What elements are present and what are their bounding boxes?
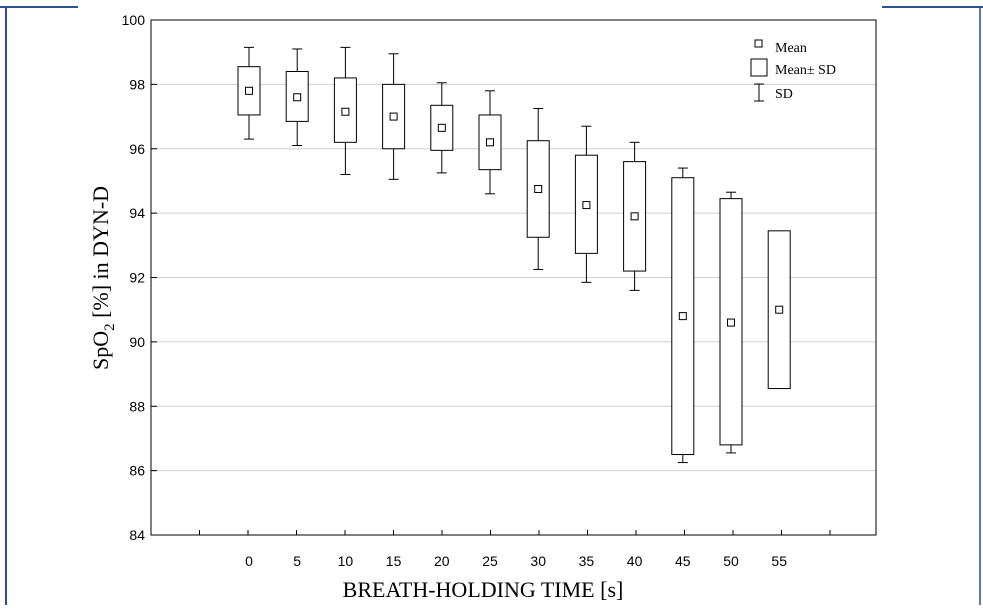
y-tick-label: 88 <box>129 398 145 414</box>
mean-marker <box>630 212 639 221</box>
x-tick-label: 45 <box>675 553 691 569</box>
x-tick-label: 10 <box>338 553 354 569</box>
y-axis-title-subscript: 2 <box>102 323 118 331</box>
mean-marker <box>534 184 543 193</box>
legend: Mean Mean± SD SD <box>750 39 836 102</box>
x-tick-label: 55 <box>771 553 787 569</box>
mean-marker <box>727 318 735 327</box>
y-axis-ticks: 84 86 88 90 92 94 96 98 100 <box>122 12 157 543</box>
y-tick-label: 94 <box>129 205 145 221</box>
mean-marker <box>245 86 253 95</box>
y-tick-label: 98 <box>129 76 145 92</box>
box-item <box>526 108 550 270</box>
x-axis-ticks: 0 5 10 15 20 25 30 35 40 45 50 55 <box>199 530 831 569</box>
mean-marker <box>678 312 687 321</box>
box-item <box>671 167 695 464</box>
mean-marker <box>389 112 398 121</box>
x-tick-label: 15 <box>386 553 402 569</box>
box-item <box>285 48 309 147</box>
mean-marker <box>486 138 494 147</box>
mean-marker <box>582 201 591 210</box>
y-tick-label: 96 <box>129 141 145 157</box>
y-tick-label: 92 <box>129 270 145 286</box>
box-series <box>237 46 791 464</box>
x-tick-label: 0 <box>245 553 253 569</box>
box-item <box>767 230 791 390</box>
box-item <box>430 82 454 174</box>
x-tick-label: 50 <box>723 553 739 569</box>
gridlines <box>151 83 876 472</box>
box-item <box>333 46 357 175</box>
x-tick-label: 35 <box>579 553 595 569</box>
plot-area-border <box>150 19 877 536</box>
legend-mean-marker <box>754 39 763 48</box>
y-tick-label: 100 <box>122 12 146 28</box>
legend-mean-label: Mean <box>775 41 807 56</box>
y-axis-title-prefix: SpO <box>88 331 113 370</box>
box-item <box>574 125 598 283</box>
box-item <box>382 53 406 180</box>
box-item <box>478 90 502 195</box>
y-tick-label: 84 <box>129 527 145 543</box>
mean-marker <box>775 305 784 314</box>
box-item <box>623 141 647 291</box>
legend-box-marker <box>750 58 768 77</box>
mean-marker <box>341 107 350 116</box>
y-axis-title: SpO2 [%] in DYN-D <box>88 186 118 370</box>
x-tick-label: 30 <box>530 553 546 569</box>
x-axis-title: BREATH-HOLDING TIME [s] <box>343 577 624 602</box>
mean-marker <box>293 93 302 102</box>
legend-box-label: Mean± SD <box>775 63 836 78</box>
x-tick-label: 25 <box>482 553 498 569</box>
legend-whisker-label: SD <box>775 87 793 102</box>
y-tick-label: 90 <box>129 334 145 350</box>
y-axis-title-suffix: [%] in DYN-D <box>88 186 113 323</box>
box-item <box>237 46 261 140</box>
mean-marker <box>437 123 446 132</box>
x-tick-label: 5 <box>293 553 301 569</box>
y-tick-label: 86 <box>129 463 145 479</box>
box-item <box>719 191 743 454</box>
x-tick-label: 40 <box>627 553 643 569</box>
x-tick-label: 20 <box>434 553 450 569</box>
